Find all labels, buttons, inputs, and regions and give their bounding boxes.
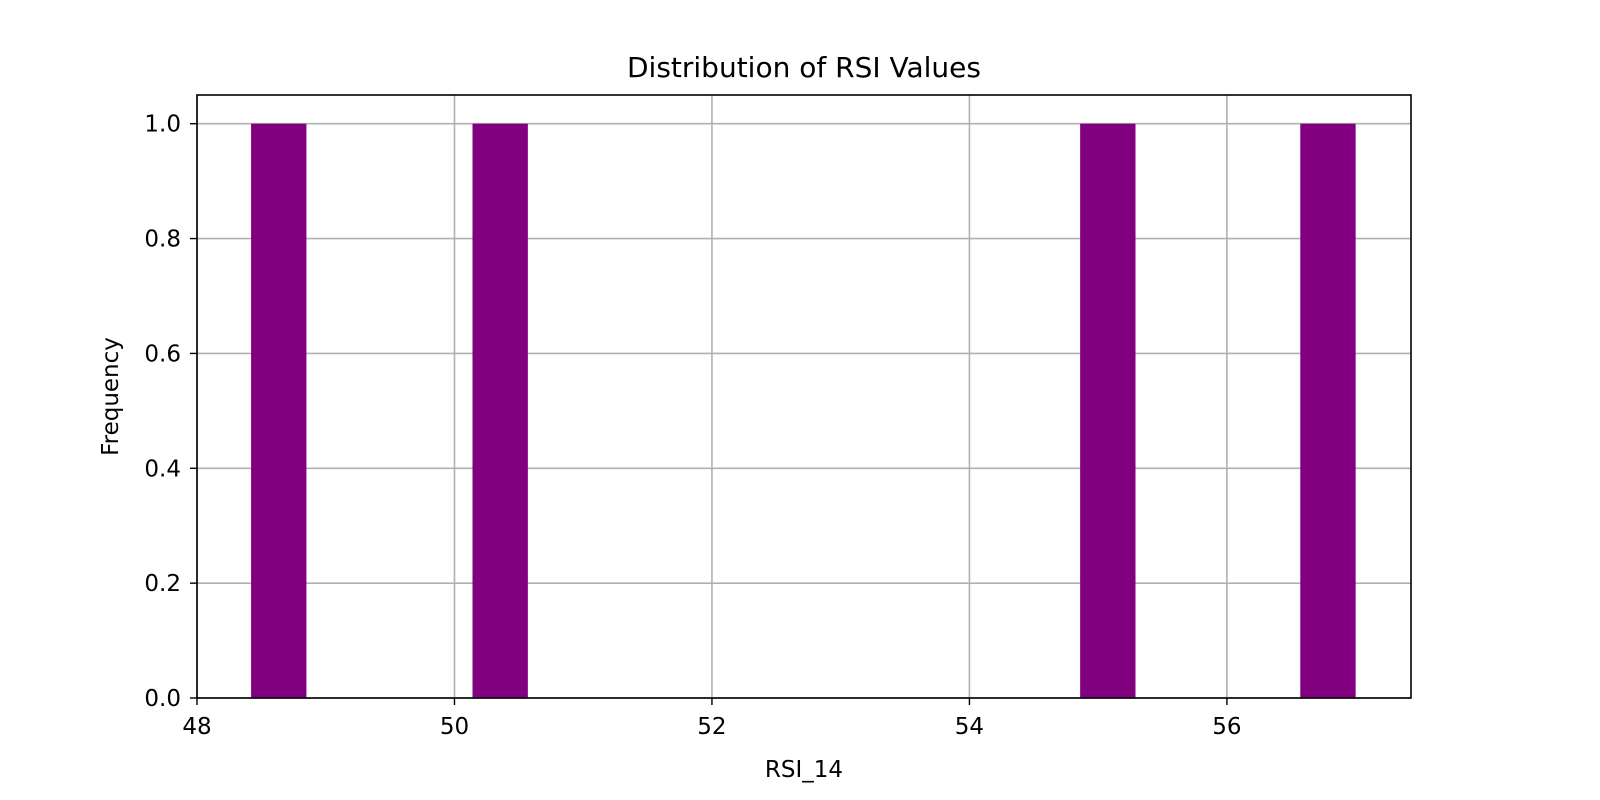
- bars: [251, 123, 1356, 698]
- y-tick-label-3: 0.6: [144, 341, 181, 367]
- chart-title: Distribution of RSI Values: [627, 51, 981, 84]
- histogram-bar-2: [1080, 123, 1136, 698]
- y-axis-ticks: 0.0 0.2 0.4 0.6 0.8 1.0: [144, 112, 197, 712]
- plot-frame: [196, 94, 1412, 699]
- histogram-bar-3: [1300, 123, 1356, 698]
- x-axis-title: RSI_14: [765, 757, 843, 783]
- histogram-bar-1: [472, 123, 528, 698]
- histogram-bar-0: [251, 123, 307, 698]
- x-tick-label-2: 52: [697, 714, 726, 740]
- y-tick-label-5: 1.0: [144, 112, 181, 138]
- x-tick-label-1: 50: [440, 714, 469, 740]
- x-tick-label-4: 56: [1212, 714, 1241, 740]
- x-axis-ticks: 48 50 52 54 56: [182, 698, 1242, 740]
- y-tick-label-4: 0.8: [144, 227, 181, 253]
- x-tick-label-3: 54: [955, 714, 984, 740]
- y-tick-label-0: 0.0: [144, 686, 181, 712]
- y-tick-label-2: 0.4: [144, 456, 181, 482]
- y-axis-title: Frequency: [98, 337, 124, 456]
- y-tick-label-1: 0.2: [144, 571, 181, 597]
- x-tick-label-0: 48: [182, 714, 211, 740]
